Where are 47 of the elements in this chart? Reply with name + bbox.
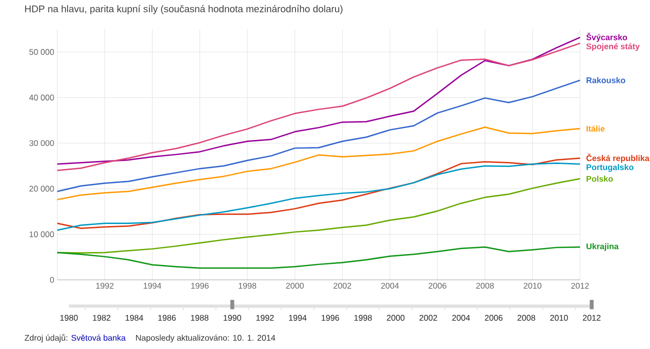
x2-tick-label: 2012: [582, 314, 600, 321]
chart-title: HDP na hlavu, parita kupní síly (současná hodnota mezinárodního dolaru): [25, 5, 342, 14]
series-label: Itálie: [586, 126, 605, 132]
x2-tick-label: 2010: [550, 314, 568, 321]
series-label: Česká republika: [586, 154, 650, 163]
series-label: Ukrajina: [586, 243, 619, 251]
series-label: Rakousko: [586, 77, 626, 84]
x-tick-label: 2004: [381, 282, 399, 289]
x2-tick-label: 1986: [158, 314, 176, 321]
x-tick-label: 1996: [191, 282, 209, 289]
x2-tick-label: 2008: [518, 314, 536, 321]
x2-tick-label: 2006: [484, 314, 502, 321]
x2-tick-label: 2000: [386, 314, 405, 321]
x2-tick-label: 1990: [224, 314, 242, 321]
x2-tick-label: 1996: [322, 314, 340, 321]
y-tick-label: 30 000: [29, 140, 54, 146]
line-series: [56, 80, 581, 192]
y-tick-label: 20 000: [29, 186, 54, 192]
x2-tick-label: 1982: [93, 314, 110, 321]
text: Světová banka: [71, 334, 126, 341]
x2-tick-label: 1988: [191, 314, 208, 321]
x2-tick-label: 1994: [289, 314, 307, 321]
x2-tick-label: 1980: [60, 314, 78, 321]
text: Naposledy aktualizováno: 10. 1. 2014: [136, 334, 276, 342]
x-tick-label: 1994: [144, 282, 162, 289]
x-tick-label: 2002: [334, 282, 352, 289]
y-tick-label: 0: [50, 277, 54, 283]
x2-tick-label: 2004: [452, 314, 470, 321]
x-tick-label: 1998: [238, 282, 256, 289]
x2-tick-label: 1992: [256, 314, 274, 321]
x-tick-label: 2012: [571, 282, 589, 289]
series-label: Švýcarsko: [586, 32, 628, 42]
y-tick-label: 40 000: [29, 94, 54, 101]
x2-tick-label: 1998: [354, 314, 372, 321]
series-label: Spojené státy: [586, 43, 640, 51]
x-tick-label: 2010: [524, 282, 542, 289]
y-tick-label: 10 000: [30, 231, 54, 238]
x-tick-label: 1992: [96, 282, 114, 289]
x-tick-label: 2008: [476, 282, 494, 289]
y-tick-label: 50 000: [29, 49, 54, 55]
series-label: Portugalsko: [586, 164, 634, 172]
x2-tick-label: 1984: [126, 314, 144, 321]
x-tick-label: 2000: [286, 282, 304, 289]
series-label: Polsko: [586, 176, 613, 182]
text: Zdroj údajů:: [24, 334, 68, 342]
x-tick-label: 2006: [428, 282, 446, 289]
x2-tick-label: 2002: [420, 314, 438, 321]
